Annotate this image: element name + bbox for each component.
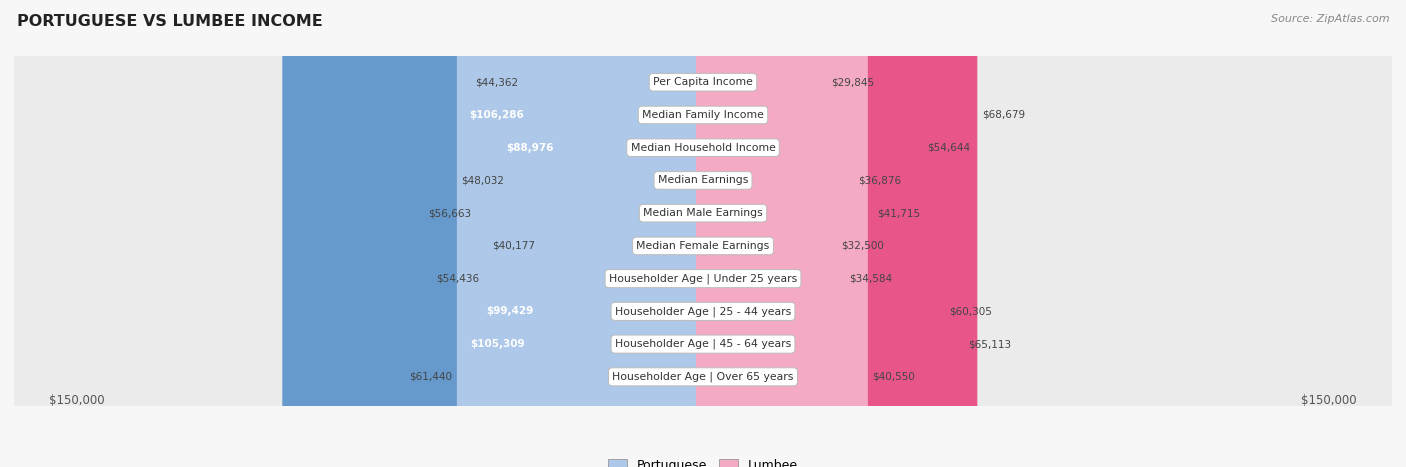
- FancyBboxPatch shape: [696, 0, 853, 467]
- FancyBboxPatch shape: [6, 0, 1400, 467]
- Text: Median Female Earnings: Median Female Earnings: [637, 241, 769, 251]
- Text: $65,113: $65,113: [969, 339, 1011, 349]
- FancyBboxPatch shape: [696, 0, 945, 467]
- Text: $150,000: $150,000: [49, 394, 104, 407]
- FancyBboxPatch shape: [6, 0, 1400, 467]
- Text: $29,845: $29,845: [831, 77, 875, 87]
- FancyBboxPatch shape: [696, 0, 977, 467]
- Text: $40,550: $40,550: [873, 372, 915, 382]
- Text: $56,663: $56,663: [427, 208, 471, 218]
- Text: $60,305: $60,305: [949, 306, 993, 316]
- FancyBboxPatch shape: [6, 0, 1400, 467]
- FancyBboxPatch shape: [475, 0, 710, 467]
- Text: Source: ZipAtlas.com: Source: ZipAtlas.com: [1271, 14, 1389, 24]
- Text: $88,976: $88,976: [506, 143, 554, 153]
- Text: $106,286: $106,286: [468, 110, 523, 120]
- FancyBboxPatch shape: [350, 0, 710, 467]
- FancyBboxPatch shape: [509, 0, 710, 467]
- FancyBboxPatch shape: [6, 0, 1400, 467]
- Text: $99,429: $99,429: [486, 306, 533, 316]
- FancyBboxPatch shape: [484, 0, 710, 467]
- Text: $36,876: $36,876: [858, 176, 901, 185]
- FancyBboxPatch shape: [6, 0, 1400, 467]
- Text: $34,584: $34,584: [849, 274, 893, 283]
- FancyBboxPatch shape: [6, 0, 1400, 467]
- Text: $54,644: $54,644: [928, 143, 970, 153]
- FancyBboxPatch shape: [309, 0, 710, 467]
- Text: $61,440: $61,440: [409, 372, 453, 382]
- Text: $150,000: $150,000: [1302, 394, 1357, 407]
- FancyBboxPatch shape: [6, 0, 1400, 467]
- FancyBboxPatch shape: [696, 0, 868, 467]
- FancyBboxPatch shape: [6, 0, 1400, 467]
- Text: $105,309: $105,309: [471, 339, 526, 349]
- Text: Householder Age | 25 - 44 years: Householder Age | 25 - 44 years: [614, 306, 792, 317]
- Text: Householder Age | 45 - 64 years: Householder Age | 45 - 64 years: [614, 339, 792, 349]
- Text: $48,032: $48,032: [461, 176, 505, 185]
- Legend: Portuguese, Lumbee: Portuguese, Lumbee: [603, 454, 803, 467]
- Text: Householder Age | Over 65 years: Householder Age | Over 65 years: [612, 372, 794, 382]
- Text: $32,500: $32,500: [841, 241, 884, 251]
- Text: Median Male Earnings: Median Male Earnings: [643, 208, 763, 218]
- Text: Per Capita Income: Per Capita Income: [652, 77, 754, 87]
- FancyBboxPatch shape: [696, 0, 827, 467]
- Text: $41,715: $41,715: [877, 208, 920, 218]
- Text: Householder Age | Under 25 years: Householder Age | Under 25 years: [609, 273, 797, 284]
- Text: Median Family Income: Median Family Income: [643, 110, 763, 120]
- Text: PORTUGUESE VS LUMBEE INCOME: PORTUGUESE VS LUMBEE INCOME: [17, 14, 322, 29]
- FancyBboxPatch shape: [6, 0, 1400, 467]
- FancyBboxPatch shape: [523, 0, 710, 467]
- FancyBboxPatch shape: [696, 0, 963, 467]
- FancyBboxPatch shape: [457, 0, 710, 467]
- FancyBboxPatch shape: [283, 0, 710, 467]
- Text: Median Household Income: Median Household Income: [630, 143, 776, 153]
- FancyBboxPatch shape: [696, 0, 837, 467]
- Text: $44,362: $44,362: [475, 77, 519, 87]
- Text: Median Earnings: Median Earnings: [658, 176, 748, 185]
- Text: $40,177: $40,177: [492, 241, 534, 251]
- FancyBboxPatch shape: [696, 0, 845, 467]
- FancyBboxPatch shape: [6, 0, 1400, 467]
- Text: $54,436: $54,436: [436, 274, 479, 283]
- FancyBboxPatch shape: [696, 0, 922, 467]
- FancyBboxPatch shape: [540, 0, 710, 467]
- FancyBboxPatch shape: [696, 0, 872, 467]
- FancyBboxPatch shape: [285, 0, 710, 467]
- Text: $68,679: $68,679: [981, 110, 1025, 120]
